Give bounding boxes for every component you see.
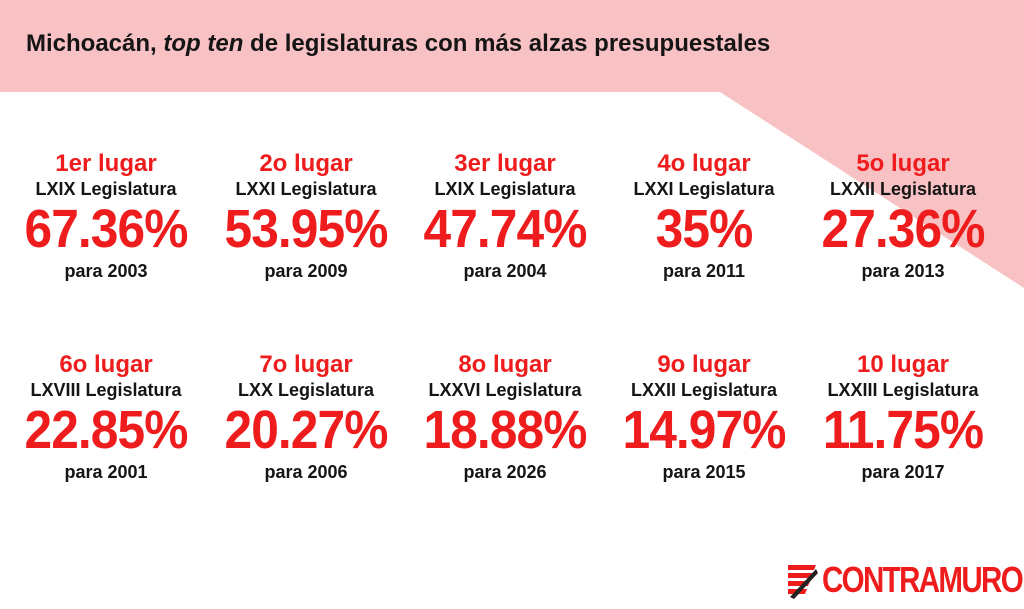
pink-band-shape xyxy=(0,0,1024,288)
increase-value: 67.36% xyxy=(24,199,189,259)
rank-label: 9o lugar xyxy=(657,351,751,378)
ranking-item: 9o lugar LXXII Legislatura 14.97% para 2… xyxy=(604,351,804,483)
increase-value: 27.36% xyxy=(821,199,986,259)
year-label: para 2011 xyxy=(662,261,746,281)
rank-label: 10 lugar xyxy=(856,351,950,378)
year-label: para 2001 xyxy=(64,462,148,482)
title-part-2: top ten xyxy=(163,30,244,57)
ranking-item: 3er lugar LXIX Legislatura 47.74% para 2… xyxy=(405,150,605,282)
ranking-item: 4o lugar LXXI Legislatura 35% para 2011 xyxy=(604,150,804,282)
contramuro-logo-icon xyxy=(788,565,818,599)
rank-label: 3er lugar xyxy=(454,150,556,177)
ranking-item: 7o lugar LXX Legislatura 20.27% para 200… xyxy=(206,351,406,483)
legislature-label: LXVIII Legislatura xyxy=(30,380,182,400)
increase-value: 22.85% xyxy=(24,400,189,460)
legislature-label: LXX Legislatura xyxy=(237,380,375,400)
rank-label: 4o lugar xyxy=(657,150,751,177)
ranking-item: 2o lugar LXXI Legislatura 53.95% para 20… xyxy=(206,150,406,282)
year-label: para 2004 xyxy=(463,261,547,281)
ranking-item: 8o lugar LXXVI Legislatura 18.88% para 2… xyxy=(405,351,605,483)
contramuro-logo: CONTRAMURO xyxy=(786,558,1024,602)
year-label: para 2015 xyxy=(662,462,746,482)
rank-label: 8o lugar xyxy=(458,351,552,378)
legislature-label: LXXI Legislatura xyxy=(235,179,377,199)
year-label: para 2009 xyxy=(264,261,348,281)
increase-value: 53.95% xyxy=(224,199,389,259)
title-part-1: Michoacán, xyxy=(26,30,164,57)
year-label: para 2026 xyxy=(463,462,547,482)
logo-wordmark: CONTRAMURO xyxy=(822,559,1024,600)
legislature-label: LXXII Legislatura xyxy=(829,179,977,199)
year-label: para 2006 xyxy=(264,462,348,482)
ranking-item: 10 lugar LXXIII Legislatura 11.75% para … xyxy=(803,351,1003,483)
ranking-item: 5o lugar LXXII Legislatura 27.36% para 2… xyxy=(803,150,1003,282)
increase-value: 11.75% xyxy=(822,400,984,460)
year-label: para 2013 xyxy=(861,261,945,281)
ranking-item: 6o lugar LXVIII Legislatura 22.85% para … xyxy=(6,351,206,483)
legislature-label: LXXII Legislatura xyxy=(630,380,778,400)
rank-label: 5o lugar xyxy=(856,150,950,177)
legislature-label: LXIX Legislatura xyxy=(434,179,576,199)
increase-value: 47.74% xyxy=(423,199,588,259)
increase-value: 14.97% xyxy=(622,400,787,460)
year-label: para 2017 xyxy=(861,462,945,482)
legislature-label: LXXIII Legislatura xyxy=(827,380,979,400)
ranking-item: 1er lugar LXIX Legislatura 67.36% para 2… xyxy=(6,150,206,282)
legislature-label: LXIX Legislatura xyxy=(35,179,177,199)
rank-label: 1er lugar xyxy=(55,150,157,177)
year-label: para 2003 xyxy=(64,261,148,281)
increase-value: 35% xyxy=(655,199,754,259)
title-part-3: de legislaturas con más alzas presupuest… xyxy=(243,30,771,57)
rank-label: 7o lugar xyxy=(259,351,353,378)
legislature-label: LXXVI Legislatura xyxy=(428,380,582,400)
increase-value: 20.27% xyxy=(224,400,389,460)
rank-label: 6o lugar xyxy=(59,351,153,378)
rank-label: 2o lugar xyxy=(259,150,353,177)
legislature-label: LXXI Legislatura xyxy=(633,179,775,199)
page-title: Michoacán, top ten de legislaturas con m… xyxy=(26,30,770,58)
increase-value: 18.88% xyxy=(423,400,588,460)
